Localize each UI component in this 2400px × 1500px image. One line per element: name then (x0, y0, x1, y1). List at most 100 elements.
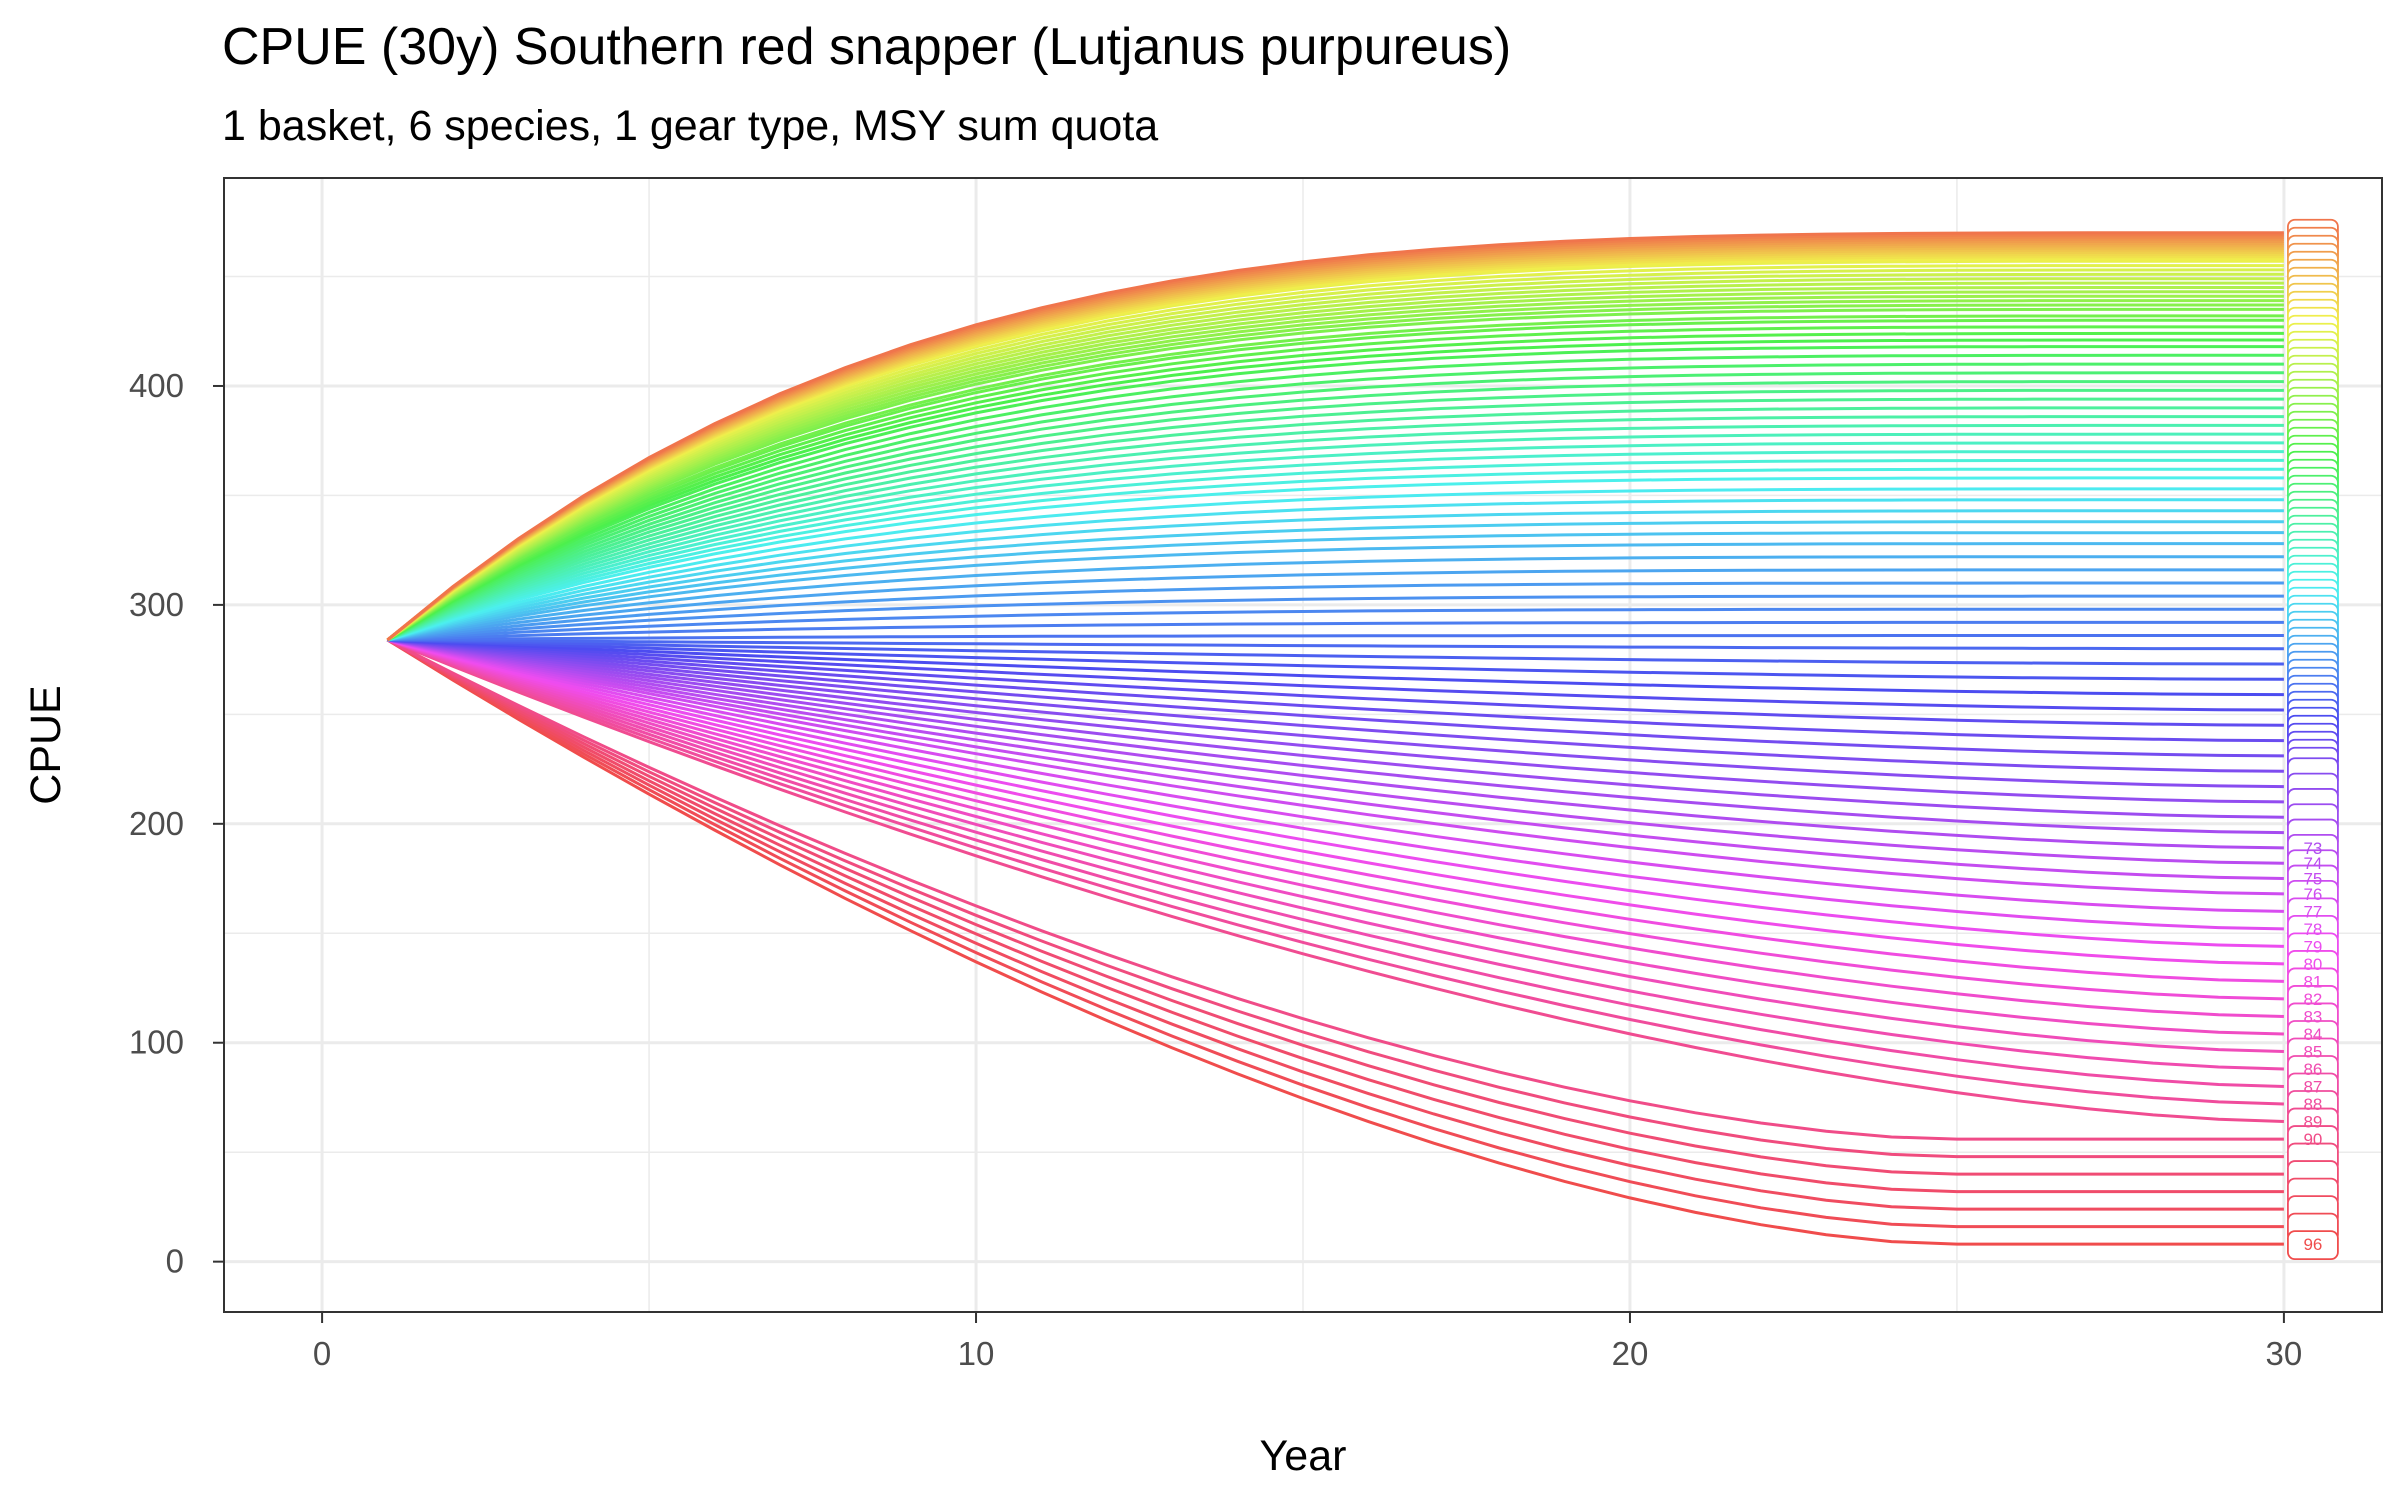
end-label-text: 82 (2303, 990, 2322, 1009)
series-line (386, 638, 2284, 1194)
end-label-text: 87 (2303, 1078, 2322, 1097)
series-line (386, 638, 2284, 1123)
series-line (386, 415, 2284, 642)
series-line (386, 441, 2284, 642)
end-label-text: 76 (2303, 885, 2322, 904)
series-line (387, 638, 2284, 931)
series-line (386, 331, 2284, 642)
series-line (386, 458, 2284, 642)
series-line (387, 638, 2284, 1053)
y-tick-label: 300 (129, 586, 184, 623)
series-line (387, 638, 2284, 789)
end-label-box (2287, 1230, 2339, 1261)
series-line (387, 638, 2284, 727)
x-axis-label: Year (1260, 1432, 1347, 1480)
series-line (387, 531, 2284, 642)
series-line (386, 380, 2284, 642)
series-line (387, 638, 2284, 913)
series-line (387, 638, 2284, 681)
series-line (386, 318, 2284, 642)
series-line (387, 634, 2284, 642)
series-line (387, 638, 2284, 983)
end-label-text: 85 (2303, 1042, 2322, 1061)
end-label-text: 90 (2303, 1130, 2322, 1149)
series-line (386, 268, 2284, 642)
series-line (387, 509, 2284, 642)
series-line (386, 353, 2284, 642)
series-line (387, 498, 2284, 642)
series-line (387, 638, 2284, 850)
series-line (387, 467, 2284, 642)
series-line (387, 638, 2284, 819)
y-tick-label: 100 (129, 1024, 184, 1061)
series-line (386, 638, 2284, 1071)
series-line (386, 423, 2284, 642)
series-line (387, 620, 2284, 642)
series-line (387, 594, 2284, 642)
end-label-text: 77 (2303, 902, 2322, 921)
series-line (387, 638, 2284, 743)
series-line (387, 638, 2284, 697)
series-line (387, 638, 2284, 896)
end-label-text: 79 (2303, 937, 2322, 956)
series-line (386, 432, 2284, 642)
y-tick-label: 0 (166, 1243, 184, 1280)
end-label-text: 81 (2303, 972, 2322, 991)
series-line (386, 638, 2284, 1088)
series-line (386, 638, 2284, 1176)
series-line (387, 638, 2284, 865)
series-line (386, 290, 2284, 642)
series-line (386, 303, 2284, 642)
end-label-text: 75 (2303, 870, 2322, 889)
series-line (386, 362, 2284, 642)
series-line (387, 638, 2284, 835)
series-line (387, 638, 2284, 773)
series-line (387, 568, 2284, 642)
series-line (387, 638, 2284, 712)
end-label-text: 74 (2303, 854, 2322, 873)
series-line (387, 638, 2284, 966)
series-line (386, 264, 2284, 642)
series-line (386, 371, 2284, 642)
y-axis-label: CPUE (22, 685, 70, 804)
series-line (387, 487, 2284, 642)
series-line (387, 581, 2284, 642)
series-line (386, 450, 2284, 642)
end-label-text: 89 (2303, 1113, 2322, 1132)
x-tick-label: 20 (1612, 1335, 1649, 1372)
series-line (386, 406, 2284, 642)
series-line (386, 325, 2284, 642)
series-line (387, 638, 2284, 1001)
series-line (387, 638, 2284, 1036)
series-line (387, 555, 2284, 642)
series-line (387, 638, 2284, 651)
series-line (386, 397, 2284, 642)
series-line (386, 286, 2284, 642)
series-line (387, 542, 2284, 642)
series-line (387, 638, 2284, 666)
end-label-text: 96 (2303, 1235, 2322, 1254)
end-label-text: 84 (2303, 1025, 2322, 1044)
x-tick-label: 0 (313, 1335, 331, 1372)
series-line (387, 520, 2284, 642)
series-line (387, 638, 2284, 758)
series-line (386, 345, 2284, 642)
series-line (386, 299, 2284, 642)
series-line (386, 294, 2284, 642)
series-line (387, 476, 2284, 642)
series-line (386, 638, 2284, 1141)
series-line (386, 638, 2284, 1211)
series-line (387, 638, 2284, 804)
y-tick-label: 200 (129, 805, 184, 842)
end-label-text: 88 (2303, 1095, 2322, 1114)
end-label-text: 86 (2303, 1060, 2322, 1079)
series-line (387, 638, 2284, 880)
plot-border (223, 177, 2383, 1313)
series-line (386, 638, 2284, 1106)
end-label-text: 80 (2303, 955, 2322, 974)
series-line (386, 277, 2284, 642)
series-line (386, 314, 2284, 642)
series-line (386, 338, 2284, 642)
